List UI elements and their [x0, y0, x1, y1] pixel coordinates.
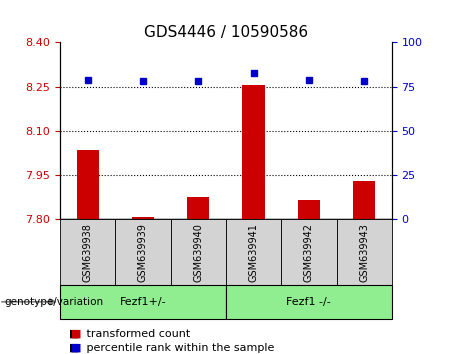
- Bar: [226, 285, 392, 319]
- Text: genotype/variation: genotype/variation: [5, 297, 104, 307]
- Bar: [187, 197, 209, 219]
- Text: ■: ■: [71, 329, 81, 338]
- Bar: [281, 219, 337, 285]
- Bar: [242, 85, 265, 219]
- Bar: [298, 200, 320, 219]
- Text: GSM639941: GSM639941: [248, 223, 259, 282]
- Bar: [337, 219, 392, 285]
- Bar: [77, 150, 99, 219]
- Text: GSM639938: GSM639938: [83, 223, 93, 282]
- Bar: [60, 285, 226, 319]
- Text: GSM639939: GSM639939: [138, 223, 148, 282]
- Bar: [226, 219, 281, 285]
- Text: ■: ■: [71, 343, 81, 353]
- Bar: [60, 219, 115, 285]
- Title: GDS4446 / 10590586: GDS4446 / 10590586: [144, 25, 308, 40]
- Text: ■  percentile rank within the sample: ■ percentile rank within the sample: [69, 343, 274, 353]
- Bar: [132, 217, 154, 219]
- Text: GSM639942: GSM639942: [304, 223, 314, 282]
- Bar: [115, 219, 171, 285]
- Text: ■  transformed count: ■ transformed count: [69, 329, 190, 338]
- Bar: [353, 181, 375, 219]
- Text: Fezf1 -/-: Fezf1 -/-: [286, 297, 331, 307]
- Text: GSM639943: GSM639943: [359, 223, 369, 282]
- Text: Fezf1+/-: Fezf1+/-: [119, 297, 166, 307]
- Bar: [171, 219, 226, 285]
- Text: GSM639940: GSM639940: [193, 223, 203, 282]
